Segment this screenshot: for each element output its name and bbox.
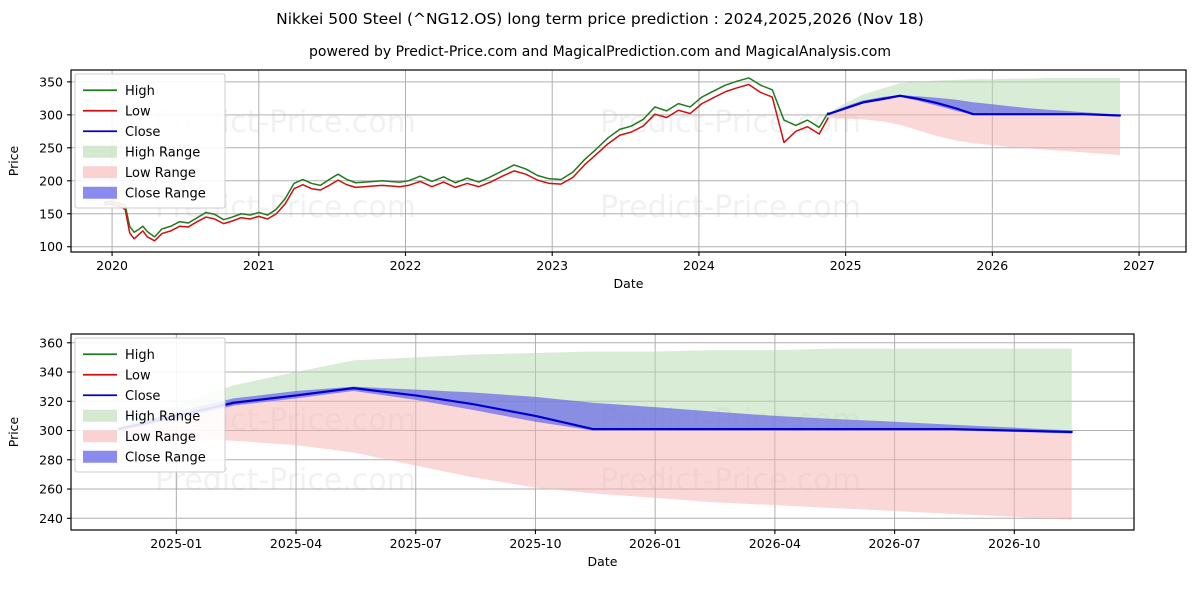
x-tick-label: 2024 [683,258,715,273]
legend-swatch-close_range [83,450,117,463]
x-tick-label: 2025-07 [390,536,442,551]
legend-label: High Range [125,409,200,424]
x-tick-label: 2025-04 [270,536,322,551]
svg-text:Predict-Price.com: Predict-Price.com [600,190,861,225]
chart-legend: High Low Close High Range Low Range Close Ran… [74,337,226,473]
x-tick-label: 2026-01 [629,536,681,551]
x-axis-label: Date [614,276,644,290]
legend-label: High [125,348,155,363]
y-tick-label: 240 [39,511,63,526]
long-term-price-chart: Predict-Price.com Predict-Price.com Predic… [0,62,1200,290]
y-tick-label: 360 [39,335,63,350]
legend-label: Low Range [125,166,196,181]
series-low [103,83,829,242]
band-high_range [828,77,1120,116]
x-tick-label: 2026-04 [749,536,801,551]
y-tick-label: 260 [39,482,63,497]
x-tick-label: 2025-10 [509,536,561,551]
series-close [117,387,1073,434]
x-tick-label: 2026-10 [988,536,1040,551]
x-tick-label: 2025 [830,258,862,273]
axes: 240 260 280 300 320 340 360 2025-01 2025-04 2025-… [6,335,1040,569]
y-tick-label: 320 [39,394,63,409]
y-tick-label: 340 [39,365,63,380]
page-title: Nikkei 500 Steel (^NG12.OS) long term pr… [276,10,924,28]
legend-swatch-low_range [83,166,117,179]
y-tick-label: 280 [39,452,63,467]
x-tick-label: 2026-07 [868,536,920,551]
x-axis-label: Date [588,554,618,569]
x-tick-label: 2027 [1123,258,1155,273]
forecast-detail-chart: Predict-Price.comPredict-Price.comPredic… [6,333,1135,569]
band-high_range [118,348,1072,432]
legend-swatch-close_range [83,186,117,199]
long-term-chart: Predict-Price.com Predict-Price.comPredic… [6,69,1187,290]
band-low_range [828,95,1120,156]
legend-label: High [125,84,155,99]
y-tick-label: 300 [39,423,63,438]
x-tick-label: 2026 [976,258,1008,273]
legend-swatch-high_range [83,145,117,158]
legend-label: Low Range [125,430,196,445]
legend-label: Low [125,368,151,383]
x-tick-label: 2021 [243,258,275,273]
y-tick-label: 150 [39,206,63,221]
svg-text:Predict-Price.com: Predict-Price.com [600,105,861,140]
band-close_range [118,386,1072,434]
legend-label: Close Range [125,186,206,201]
y-tick-label: 300 [39,107,63,122]
band-low_range [118,388,1072,520]
legend-label: Low [125,104,151,119]
forecast-detail-chart: Predict-Price.comPredict-Price.comPredic… [0,322,1200,592]
x-tick-label: 2022 [390,258,422,273]
x-tick-label: 2020 [96,258,128,273]
legend-label: Close Range [125,450,206,465]
y-axis-label: Price [6,145,21,176]
legend-swatch-low_range [83,430,117,443]
series-close [826,94,1122,117]
y-axis-label: Price [6,416,21,447]
x-tick-label: 2023 [536,258,568,273]
legend-label: Close [125,125,160,140]
page-subtitle: powered by Predict-Price.com and Magical… [309,44,891,60]
legend-label: Close [125,389,160,404]
y-tick-label: 250 [39,140,63,155]
chart-legend: High Low Close High Range Low Range Close Ran… [74,73,226,209]
y-tick-label: 200 [39,173,63,188]
legend-swatch-high_range [83,409,117,422]
axes: 100 150 200 250 300 350 2020 2021 2022 2023 2024 20… [6,74,1155,290]
band-close_range [828,95,1120,117]
legend-label: High Range [125,145,200,160]
y-tick-label: 100 [39,239,63,254]
x-tick-label: 2025-01 [150,536,202,551]
y-tick-label: 350 [39,74,63,89]
series-high [103,77,829,238]
